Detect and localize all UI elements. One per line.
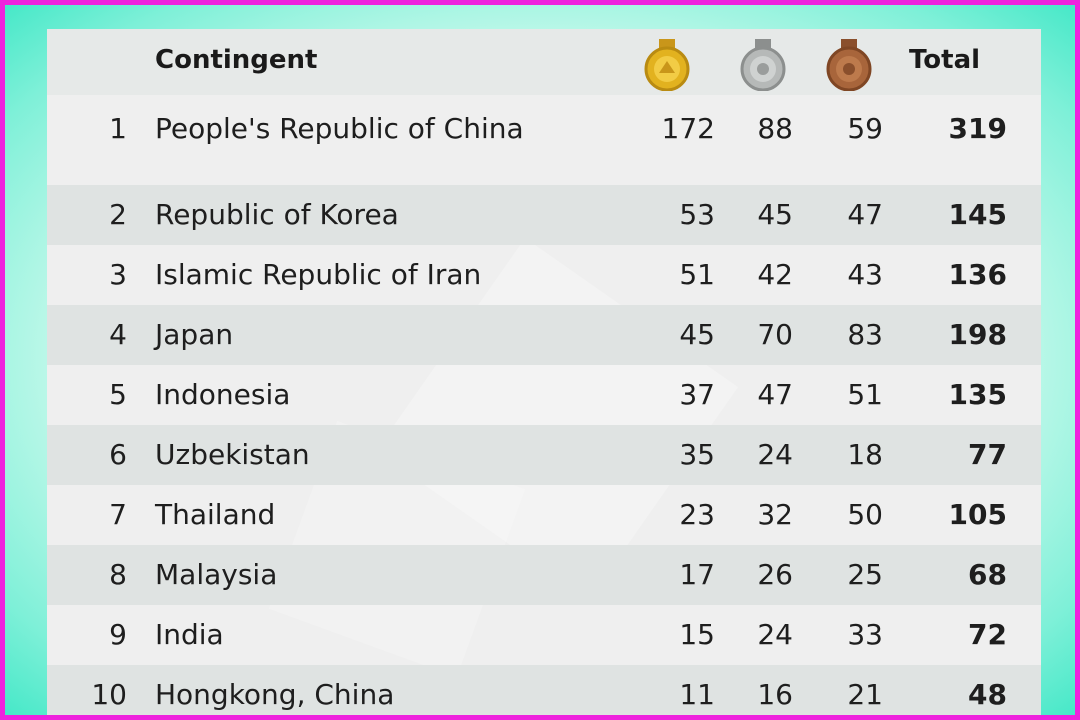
contingent-cell: Indonesia [155, 378, 291, 411]
gold-cell: 45 [679, 318, 715, 351]
gold-cell: 172 [661, 112, 715, 145]
gold-cell: 15 [679, 618, 715, 651]
table-row: 10 Hongkong, China 11 16 21 48 [47, 665, 1041, 715]
gold-cell: 11 [679, 678, 715, 711]
bronze-cell: 51 [847, 378, 883, 411]
silver-cell: 32 [757, 498, 793, 531]
contingent-cell: Malaysia [155, 558, 278, 591]
bronze-cell: 47 [847, 198, 883, 231]
silver-cell: 47 [757, 378, 793, 411]
contingent-cell: Islamic Republic of Iran [155, 258, 482, 291]
rank-cell: 6 [109, 438, 127, 471]
total-cell: 136 [948, 258, 1007, 291]
gold-cell: 51 [679, 258, 715, 291]
silver-cell: 26 [757, 558, 793, 591]
gold-cell: 53 [679, 198, 715, 231]
silver-cell: 24 [757, 438, 793, 471]
total-header: Total [909, 45, 981, 75]
contingent-cell: Japan [155, 318, 234, 351]
bronze-cell: 59 [847, 112, 883, 145]
table-row: 2 Republic of Korea 53 45 47 145 [47, 185, 1041, 245]
rank-cell: 5 [109, 378, 127, 411]
rank-cell: 7 [109, 498, 127, 531]
table-row: 7 Thailand 23 32 50 105 [47, 485, 1041, 545]
contingent-cell: People's Republic of China [155, 112, 524, 145]
bronze-cell: 83 [847, 318, 883, 351]
table-row: 1 People's Republic of China 172 88 59 3… [47, 95, 1041, 187]
gold-cell: 17 [679, 558, 715, 591]
medal-table: Contingent Total 1 [47, 29, 1041, 715]
table-row: 5 Indonesia 37 47 51 135 [47, 365, 1041, 425]
total-cell: 145 [948, 198, 1007, 231]
table-row: 8 Malaysia 17 26 25 68 [47, 545, 1041, 605]
contingent-cell: Uzbekistan [155, 438, 310, 471]
gold-medal-icon [644, 39, 690, 91]
table-row: 3 Islamic Republic of Iran 51 42 43 136 [47, 245, 1041, 305]
total-cell: 72 [968, 618, 1007, 651]
silver-cell: 70 [757, 318, 793, 351]
contingent-cell: Hongkong, China [155, 678, 395, 711]
bronze-cell: 43 [847, 258, 883, 291]
table-row: 9 India 15 24 33 72 [47, 605, 1041, 665]
silver-medal-icon [740, 39, 786, 91]
bronze-cell: 21 [847, 678, 883, 711]
silver-cell: 45 [757, 198, 793, 231]
contingent-header: Contingent [155, 45, 318, 75]
table-row: 4 Japan 45 70 83 198 [47, 305, 1041, 365]
total-cell: 135 [948, 378, 1007, 411]
bronze-cell: 18 [847, 438, 883, 471]
silver-cell: 24 [757, 618, 793, 651]
rank-cell: 3 [109, 258, 127, 291]
bronze-medal-icon [826, 39, 872, 91]
gold-cell: 37 [679, 378, 715, 411]
total-cell: 68 [968, 558, 1007, 591]
silver-cell: 16 [757, 678, 793, 711]
gold-cell: 23 [679, 498, 715, 531]
contingent-cell: Republic of Korea [155, 198, 399, 231]
rank-cell: 9 [109, 618, 127, 651]
gold-cell: 35 [679, 438, 715, 471]
glow-frame: Contingent Total 1 [5, 5, 1075, 715]
rank-cell: 4 [109, 318, 127, 351]
total-cell: 198 [948, 318, 1007, 351]
total-cell: 77 [968, 438, 1007, 471]
table-header: Contingent Total [47, 29, 1041, 95]
contingent-cell: Thailand [155, 498, 276, 531]
bronze-cell: 50 [847, 498, 883, 531]
total-cell: 48 [968, 678, 1007, 711]
rank-cell: 8 [109, 558, 127, 591]
silver-cell: 88 [757, 112, 793, 145]
rank-cell: 1 [109, 112, 127, 145]
silver-cell: 42 [757, 258, 793, 291]
total-cell: 105 [948, 498, 1007, 531]
total-cell: 319 [948, 112, 1007, 145]
rank-cell: 2 [109, 198, 127, 231]
rank-cell: 10 [91, 678, 127, 711]
bronze-cell: 33 [847, 618, 883, 651]
bronze-cell: 25 [847, 558, 883, 591]
table-row: 6 Uzbekistan 35 24 18 77 [47, 425, 1041, 485]
contingent-cell: India [155, 618, 224, 651]
